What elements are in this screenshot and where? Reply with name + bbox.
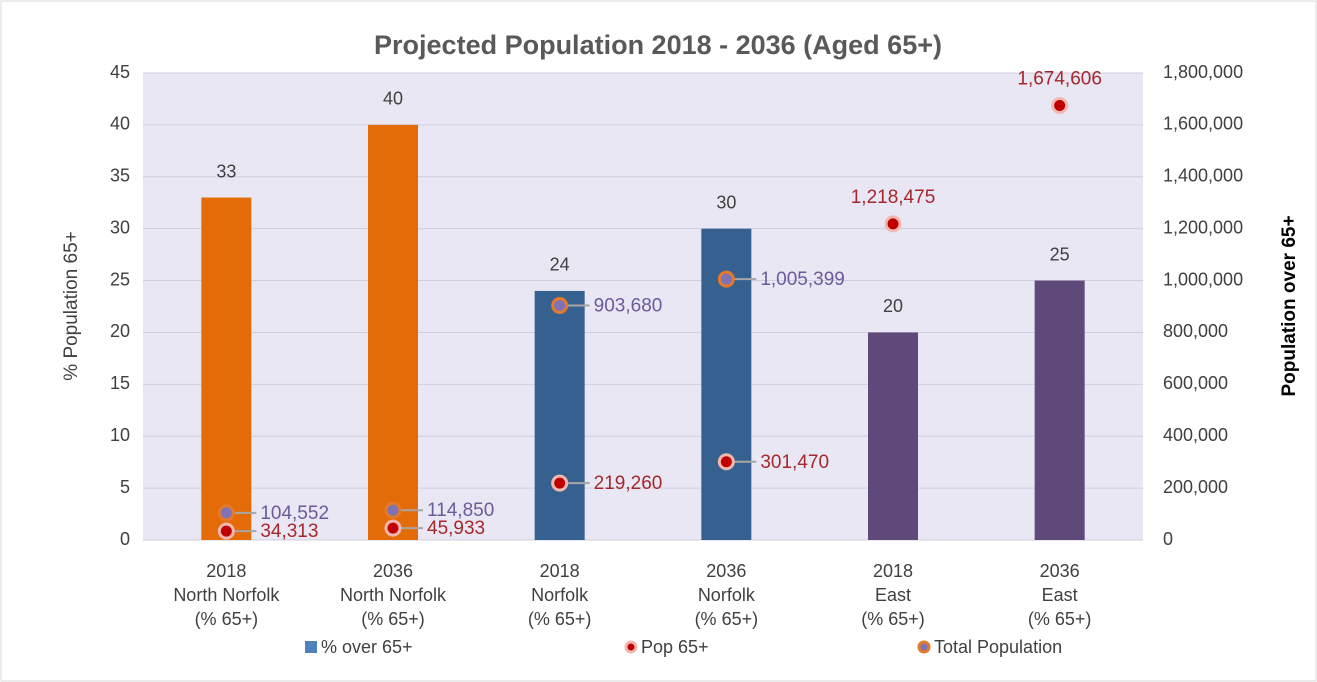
point-label: 34,313: [260, 521, 318, 542]
x-tick-label: (% 65+): [695, 609, 759, 629]
y-axis-title: % Population 65+: [61, 231, 82, 380]
x-tick-label: 2018: [206, 561, 246, 581]
x-tick-label: 2036: [373, 561, 413, 581]
bar: [868, 332, 918, 540]
point: [384, 501, 402, 519]
point-label: 1,674,606: [1017, 69, 1102, 90]
x-tick-label: North Norfolk: [173, 585, 280, 605]
bar: [368, 124, 418, 540]
x-tick-label: (% 65+): [361, 609, 425, 629]
point-label: 903,680: [594, 296, 663, 317]
y2-tick-label: 600,000: [1163, 373, 1228, 393]
x-tick-label: North Norfolk: [340, 585, 447, 605]
x-tick-label: 2036: [1040, 561, 1080, 581]
x-tick-label: East: [1042, 585, 1078, 605]
point: [217, 504, 235, 522]
point-label: 45,933: [427, 518, 485, 539]
y2-tick-label: 1,400,000: [1163, 166, 1243, 186]
y2-tick-label: 800,000: [1163, 321, 1228, 341]
y2-tick-label: 1,200,000: [1163, 217, 1243, 237]
legend-label: % over 65+: [321, 637, 413, 657]
point: [384, 519, 402, 537]
legend-label: Total Population: [934, 637, 1062, 657]
x-tick-label: (% 65+): [528, 609, 592, 629]
x-tick-label: Norfolk: [531, 585, 589, 605]
y-tick-label: 45: [110, 62, 130, 82]
x-tick-label: 2018: [540, 561, 580, 581]
bar: [201, 197, 252, 541]
point-label: 114,850: [427, 500, 494, 521]
x-tick-label: (% 65+): [861, 609, 925, 629]
y2-axis-title: Population over 65+: [1279, 215, 1300, 396]
y-tick-label: 20: [110, 321, 130, 341]
point: [717, 270, 735, 288]
bar-value-label: 20: [883, 296, 903, 316]
bar: [1034, 280, 1085, 540]
y-tick-label: 0: [120, 529, 130, 549]
chart-title: Projected Population 2018 - 2036 (Aged 6…: [374, 30, 942, 60]
y-tick-label: 25: [110, 269, 130, 289]
x-tick-label: 2018: [873, 561, 913, 581]
x-tick-label: (% 65+): [1028, 609, 1092, 629]
legend-swatch: [917, 640, 931, 654]
point-label: 301,470: [760, 452, 829, 473]
y2-tick-label: 400,000: [1163, 425, 1228, 445]
y-tick-label: 30: [110, 217, 130, 237]
y2-tick-label: 0: [1163, 529, 1173, 549]
point-label: 1,218,475: [851, 187, 936, 208]
point-label: 1,005,399: [760, 269, 845, 290]
point-label: 219,260: [594, 473, 663, 494]
y-tick-label: 10: [110, 425, 130, 445]
y2-tick-label: 1,600,000: [1163, 114, 1243, 134]
bar: [534, 290, 585, 540]
bar-value-label: 25: [1050, 244, 1070, 264]
bar-value-label: 30: [716, 192, 736, 212]
y2-tick-label: 1,800,000: [1163, 62, 1243, 82]
x-tick-label: (% 65+): [195, 609, 259, 629]
point: [717, 453, 735, 471]
bar-value-label: 24: [550, 255, 570, 275]
point-label: 104,552: [260, 503, 329, 524]
point: [1051, 97, 1069, 115]
y-tick-label: 35: [110, 166, 130, 186]
legend-label: Pop 65+: [641, 637, 709, 657]
y-tick-label: 40: [110, 114, 130, 134]
point: [217, 522, 235, 540]
bar-value-label: 40: [383, 89, 403, 109]
x-tick-label: 2036: [706, 561, 746, 581]
point: [551, 474, 569, 492]
plot-area: [143, 73, 1143, 540]
point: [884, 215, 902, 233]
x-tick-label: East: [875, 585, 911, 605]
y-tick-label: 15: [110, 373, 130, 393]
legend-swatch: [624, 640, 638, 654]
bar-value-label: 33: [216, 161, 236, 181]
legend-swatch: [305, 641, 317, 653]
point: [551, 297, 569, 315]
y-tick-label: 5: [120, 477, 130, 497]
y2-tick-label: 200,000: [1163, 477, 1228, 497]
x-tick-label: Norfolk: [698, 585, 756, 605]
y2-tick-label: 1,000,000: [1163, 269, 1243, 289]
